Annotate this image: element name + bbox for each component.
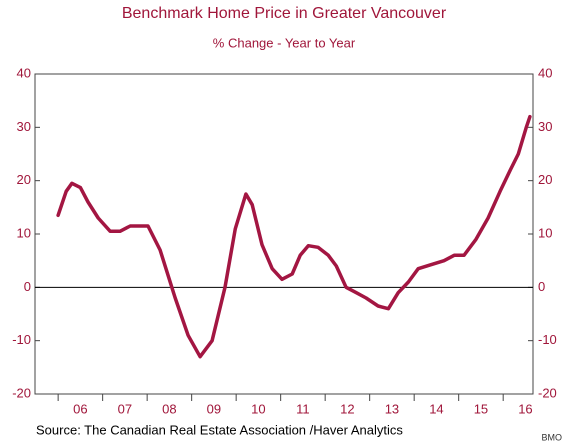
source: Source: The Canadian Real Estate Associa… <box>36 422 403 437</box>
x-tick-label: 09 <box>207 401 221 416</box>
data-line <box>56 114 532 359</box>
y-tick-label: -20 <box>12 385 31 400</box>
y2-tick-label: 10 <box>538 225 552 240</box>
y2-tick-label: 0 <box>538 279 545 294</box>
chart-title: Benchmark Home Price in Greater Vancouve… <box>122 5 447 22</box>
y-tick-label: 40 <box>17 65 31 80</box>
credit: BMO <box>541 432 562 442</box>
plot-frame <box>34 73 534 395</box>
chart-subtitle: % Change - Year to Year <box>213 35 356 50</box>
x-tick-label: 08 <box>162 401 176 416</box>
x-tick-label: 13 <box>385 401 399 416</box>
y2-tick-label: -20 <box>538 385 557 400</box>
x-tick-label: 10 <box>251 401 265 416</box>
y2-tick-label: 40 <box>538 65 552 80</box>
y-tick-label: 10 <box>17 225 31 240</box>
x-tick-label: 12 <box>340 401 354 416</box>
y-tick-label: -10 <box>12 332 31 347</box>
y-tick-label: 0 <box>24 279 31 294</box>
y-tick-label: 20 <box>17 172 31 187</box>
x-tick-label: 14 <box>429 401 443 416</box>
y2-tick-label: -10 <box>538 332 557 347</box>
x-tick-label: 06 <box>73 401 87 416</box>
x-tick-label: 15 <box>474 401 488 416</box>
y2-tick-label: 30 <box>538 119 552 134</box>
y2-tick-label: 20 <box>538 172 552 187</box>
x-tick-label: 11 <box>296 401 310 416</box>
x-tick-label: 16 <box>518 401 532 416</box>
x-tick-label: 07 <box>118 401 132 416</box>
y-tick-label: 30 <box>17 119 31 134</box>
